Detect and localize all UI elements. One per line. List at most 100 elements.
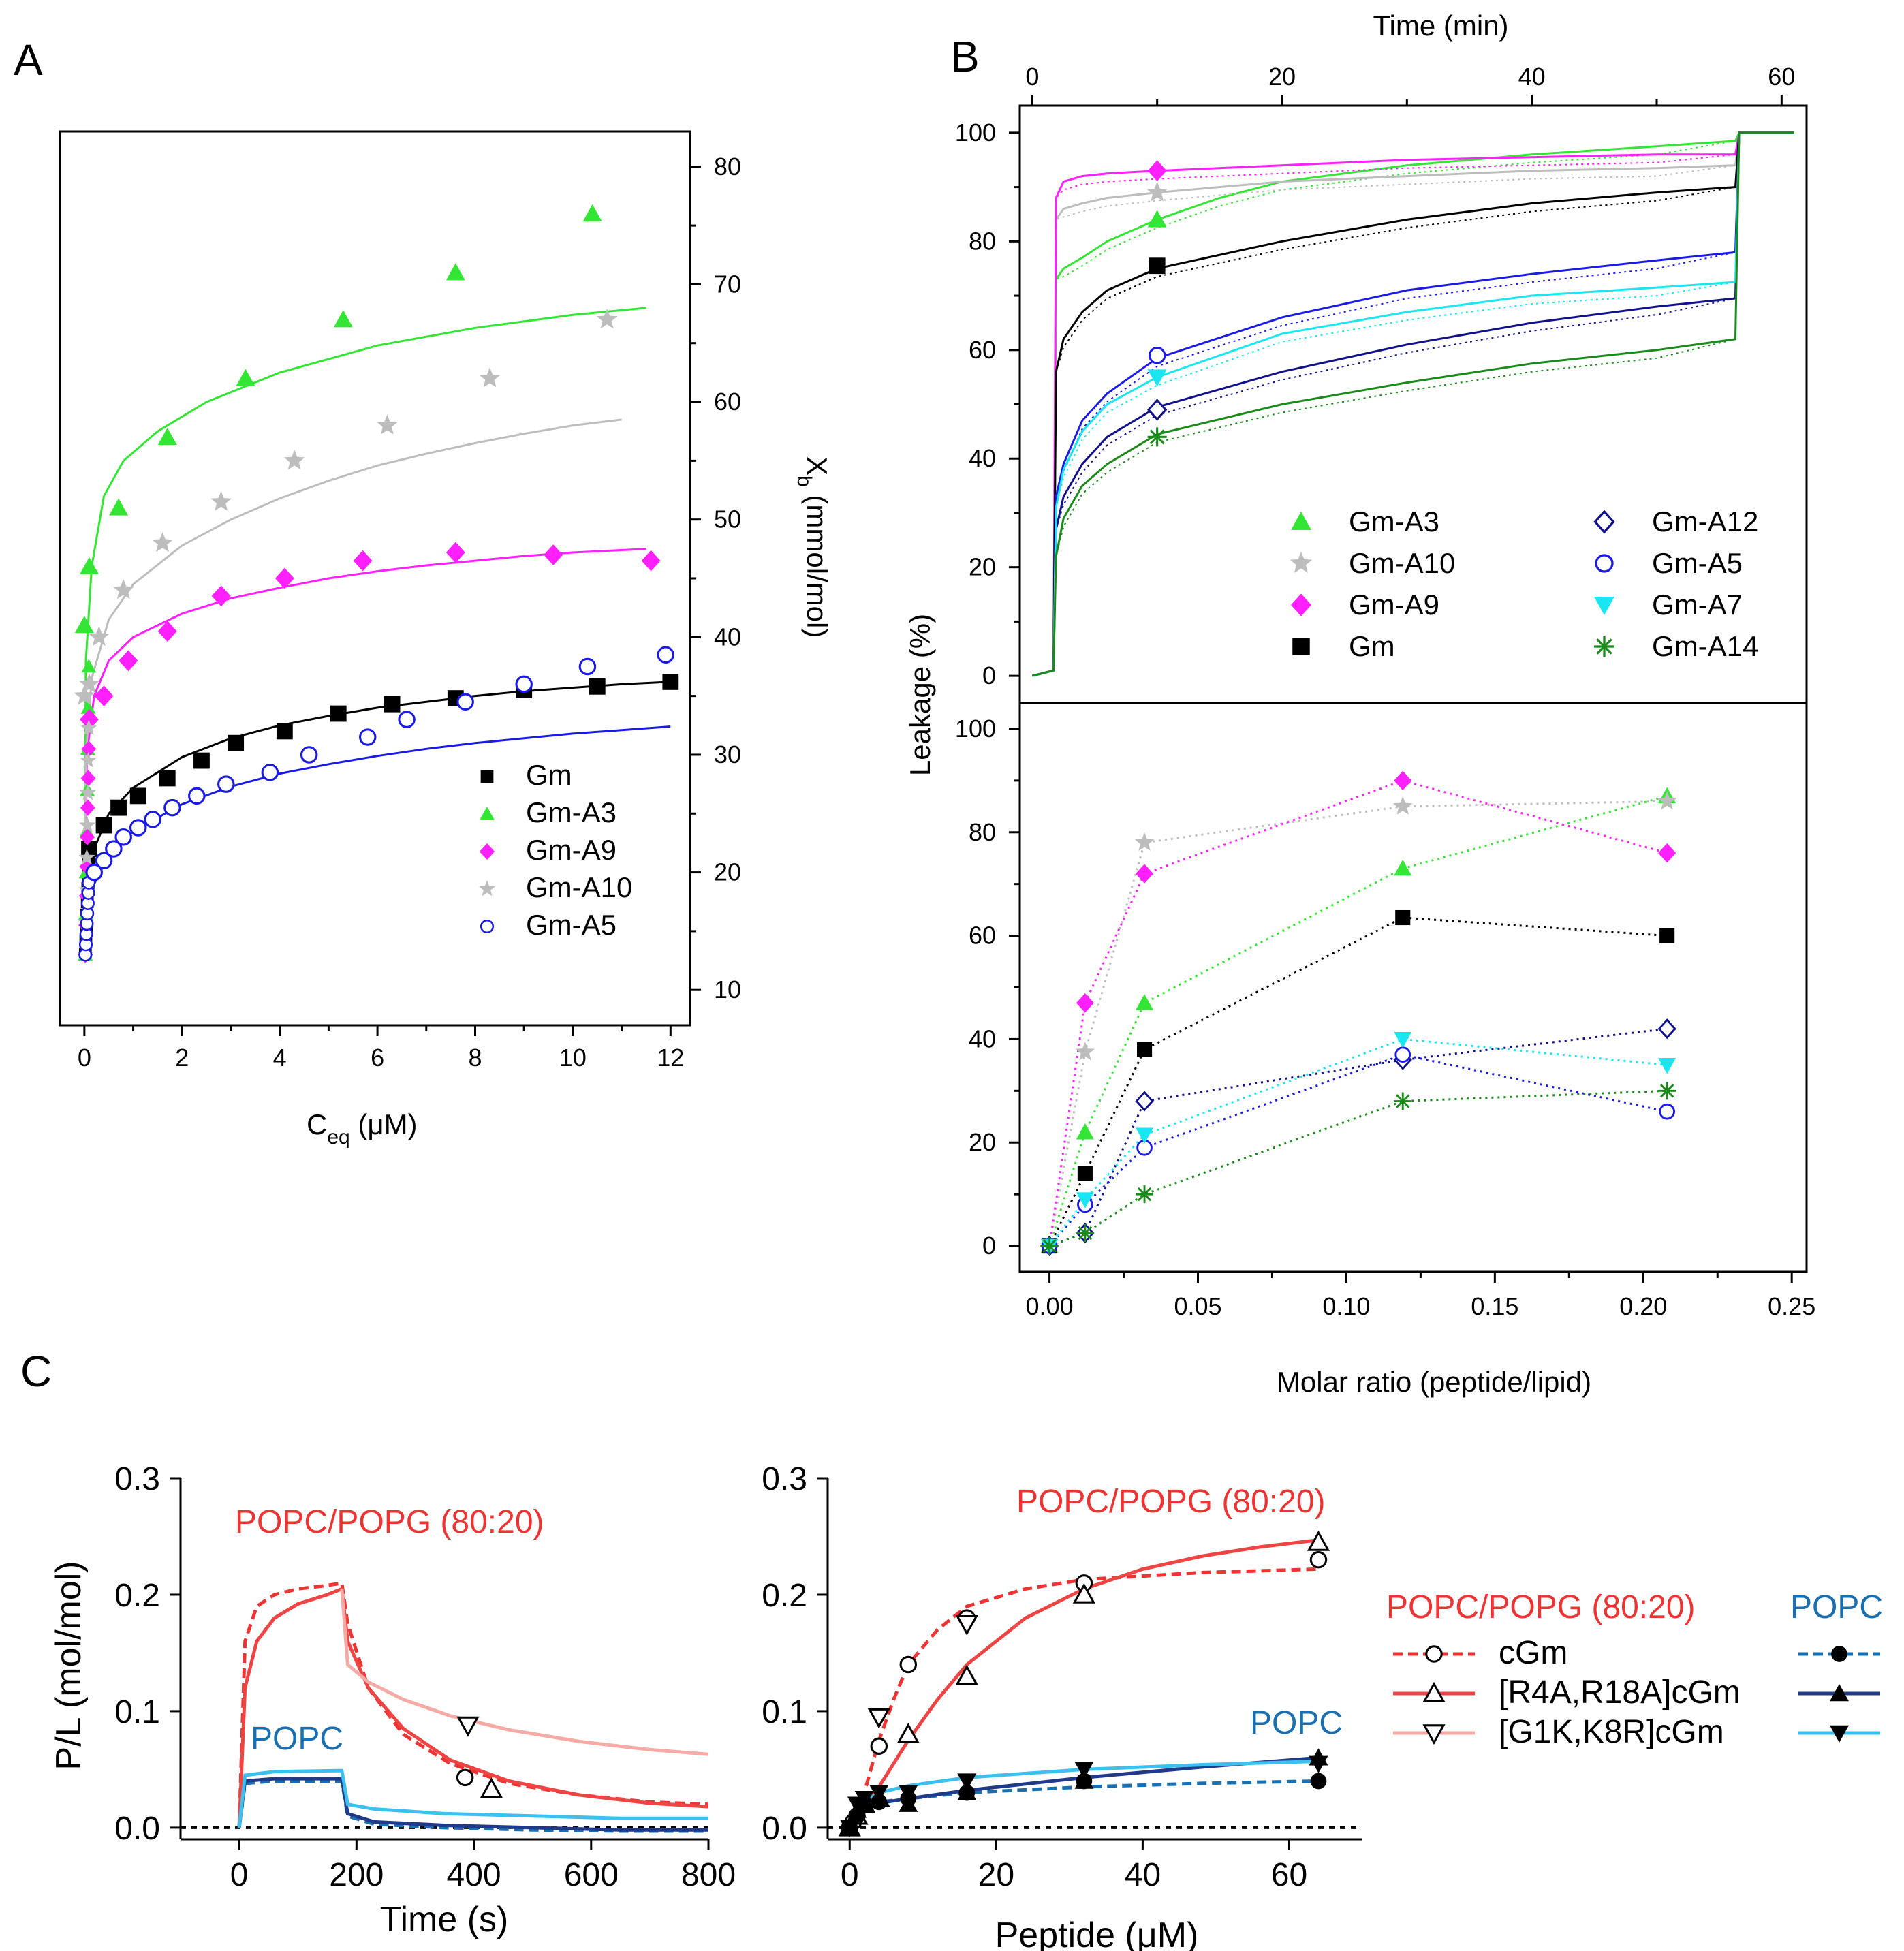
dose-point-gm-a14	[1658, 1082, 1676, 1100]
kinetic-point-gm-a5	[1148, 347, 1166, 364]
kinetic-point-gm	[1149, 257, 1166, 275]
fit-line-gm-a3	[83, 307, 646, 955]
point-gm-a3	[446, 263, 465, 281]
legend-marker-gm-a3	[1291, 512, 1311, 530]
point-gm-a5	[515, 675, 533, 693]
point-gm-a10	[152, 532, 173, 552]
chart-b-bottom-points	[1040, 770, 1677, 1257]
point-gm-a5	[188, 787, 206, 805]
chart-a-y-tick-label: 10	[714, 976, 741, 1003]
chart-c-left-x-tick-label: 800	[681, 1857, 736, 1893]
chart-a-legend: Gm Gm-A3 Gm-A9 Gm-A10 Gm-A5	[479, 759, 632, 941]
chart-a-x-tick-label: 12	[657, 1044, 684, 1072]
legend-label-gm: Gm	[1349, 630, 1395, 662]
chart-c-right-points	[838, 1530, 1330, 1837]
kinetic-line-gm-a10	[1031, 131, 1794, 677]
dose-point-gm-a10	[1393, 796, 1413, 815]
chart-b-bottom-y-ticks: 0 20 40 60 80 100	[955, 715, 1020, 1260]
binding-point-r4a-r18a-cgm-popc	[957, 1783, 977, 1800]
dose-point-gm-a7	[1394, 1032, 1412, 1048]
kinetic-fit-gm-a14	[1032, 131, 1794, 677]
kinetic-point-gm-a10	[1146, 181, 1168, 202]
chart-a-x-tick-label: 2	[175, 1044, 189, 1072]
legend-label-gm-a10: Gm-A10	[526, 871, 632, 903]
kinetic-fit-gm-a10	[1032, 131, 1794, 677]
chart-b-top-y-tick-label: 60	[969, 336, 996, 364]
chart-b-bottom-y-tick-label: 40	[969, 1025, 996, 1052]
chart-c-right-y-ticks: 0.0 0.1 0.2 0.3	[762, 1461, 1362, 1847]
kinetic-line-gm-a12	[1031, 131, 1794, 677]
kinetic-fit-gm-a3	[1032, 131, 1794, 677]
chart-c-left-y-tick-label: 0.2	[114, 1578, 160, 1614]
dose-point-gm-a7	[1076, 1192, 1094, 1208]
kinetic-line-gm-a9	[1031, 131, 1794, 677]
chart-a-x-tick-label: 10	[559, 1044, 587, 1072]
panel-label-b: B	[950, 32, 980, 81]
dose-point-gm	[1137, 1042, 1153, 1057]
binding-point-r4a-r18a-cgm-popc-popg	[955, 1664, 978, 1685]
dose-point-gm-a9	[1658, 843, 1676, 863]
dose-point-gm-a14	[1040, 1237, 1059, 1255]
trace-r4a-r18a-cgm-popc-popg	[237, 1586, 709, 1828]
chart-c-legend-header-popg: POPC/POPG (80:20)	[1386, 1589, 1696, 1625]
chart-b-top-y-tick-label: 100	[955, 119, 996, 146]
point-gm-a9	[544, 544, 563, 565]
legend-label-gm-a3: Gm-A3	[1349, 505, 1439, 537]
chart-c-legend-label-g1k: [G1K,K8R]cGm	[1499, 1714, 1724, 1750]
binding-point-g1k-k8r-cgm-popc-popg	[955, 1614, 978, 1636]
chart-a-y-label: Xb (mmol/mol)	[793, 456, 833, 638]
chart-b-top-y-tick-label: 80	[969, 227, 996, 255]
panel-label-c: C	[20, 1347, 52, 1396]
chart-b-bottom-x-ticks: 0.00 0.05 0.10 0.15 0.20 0.25	[1026, 1272, 1815, 1320]
chart-b-bottom-x-tick-label: 0.00	[1026, 1292, 1074, 1320]
binding-point-g1k-k8r-cgm-popc	[899, 1785, 918, 1802]
chart-a-y-tick-label: 80	[714, 153, 741, 181]
point-gm	[330, 705, 347, 722]
point-gm-a10-low	[79, 816, 96, 832]
point-gm-a3	[74, 616, 94, 634]
chart-c-right: 0 20 40 60 0.0 0.1 0.2 0.3 POPC/POPG (80:20) P…	[762, 1461, 1883, 1951]
chart-c-right-x-ticks: 0 20 40 60	[841, 1839, 1307, 1893]
trace-marker-cgm-popc-popg	[456, 1768, 474, 1787]
dose-point-gm-a14	[1136, 1185, 1154, 1204]
point-gm-a10-low	[79, 784, 96, 800]
trace-marker-g1k-k8r-cgm-popc-popg	[456, 1716, 480, 1737]
point-gm	[228, 734, 245, 751]
chart-c-right-x-label: Peptide (μM)	[995, 1916, 1199, 1951]
chart-b-bottom-x-tick-label: 0.15	[1471, 1292, 1518, 1320]
chart-a-x-tick-label: 6	[371, 1044, 384, 1072]
point-gm-a5	[300, 746, 318, 764]
chart-c-legend-header-popc: POPC	[1790, 1589, 1883, 1625]
point-gm-a10	[596, 309, 618, 329]
dose-point-gm-a7	[1136, 1127, 1154, 1144]
binding-point-r4a-r18a-cgm-popc	[899, 1794, 918, 1812]
binding-point-r4a-r18a-cgm-popc	[1074, 1771, 1094, 1789]
chart-b-bottom-y-tick-label: 100	[955, 715, 996, 743]
point-gm-a9	[211, 585, 231, 607]
kinetic-point-gm-a3	[1147, 210, 1167, 228]
legend-label-gm-a3: Gm-A3	[526, 796, 617, 828]
chart-a-y-tick-label: 40	[714, 623, 741, 651]
point-gm-a3	[582, 204, 602, 222]
legend-marker-gm	[1292, 638, 1310, 655]
chart-c-left-y-tick-label: 0.1	[114, 1694, 160, 1730]
binding-curve-r4a-r18a-cgm-popc-popg	[848, 1538, 1319, 1829]
kinetic-fit-gm-a9	[1032, 131, 1794, 677]
dose-point-gm-a7	[1658, 1057, 1676, 1074]
trace-g1k-k8r-cgm-popc	[237, 1768, 708, 1828]
binding-point-g1k-k8r-cgm-popc	[869, 1785, 889, 1802]
legend-marker-gm	[480, 770, 494, 783]
dose-line-gm-a14	[1049, 1089, 1668, 1247]
point-gm-a9-low	[80, 770, 96, 787]
dose-point-gm-a12	[1135, 1091, 1154, 1112]
legend-marker-gm-a10	[479, 880, 495, 896]
point-gm-a3	[333, 310, 353, 328]
chart-a-x-label: Ceq (μM)	[307, 1108, 418, 1149]
legend-label-gm-a10: Gm-A10	[1349, 547, 1455, 579]
chart-a-x-tick-label: 4	[273, 1044, 287, 1072]
dose-point-gm-a5	[1659, 1103, 1675, 1120]
binding-point-cgm-popc	[1310, 1773, 1327, 1790]
chart-b-top-title: Time (min)	[1373, 10, 1508, 42]
chart-b-legend: Gm-A3 Gm-A10 Gm-A9 Gm Gm-A12 Gm-A5 Gm-A7 Gm-A14	[1290, 505, 1758, 662]
point-gm-a9	[157, 621, 177, 642]
